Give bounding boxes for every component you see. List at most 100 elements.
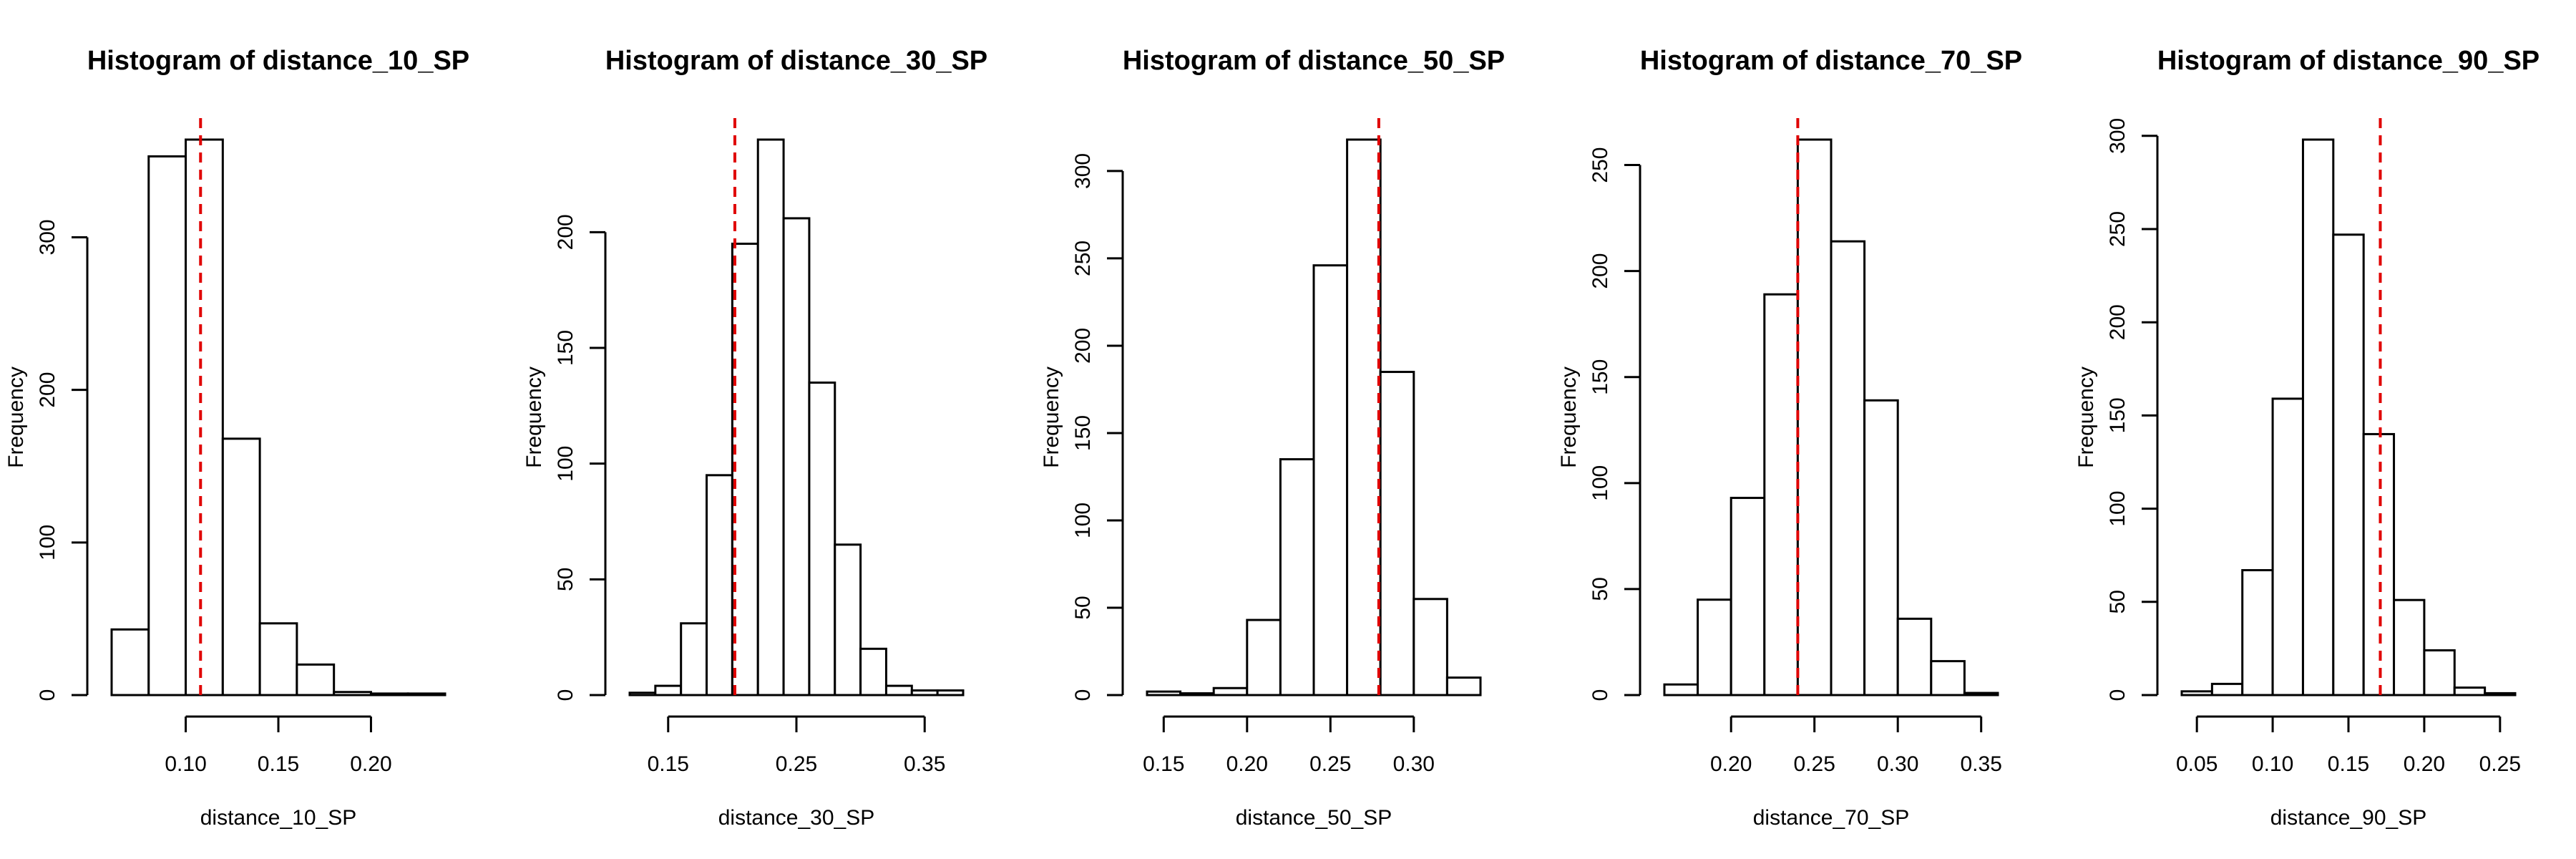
x-tick-label: 0.25 xyxy=(776,752,817,776)
histogram-bar xyxy=(147,155,187,697)
histogram-bar xyxy=(1697,598,1732,697)
histogram-bar xyxy=(369,692,409,697)
y-tick-label: 100 xyxy=(2106,491,2129,527)
histogram-bar xyxy=(1963,691,1999,697)
histogram-bar xyxy=(406,692,447,697)
x-tick-label: 0.20 xyxy=(1710,752,1752,776)
histogram-bar xyxy=(1863,399,1899,697)
histogram-bar xyxy=(1663,683,1699,697)
y-tick-label: 200 xyxy=(1589,253,1612,289)
y-tick-label: 100 xyxy=(554,446,577,482)
histogram-bar xyxy=(221,437,261,697)
x-tick-label: 0.20 xyxy=(2404,752,2445,776)
y-tick-label: 50 xyxy=(2106,590,2129,613)
x-tick-label: 0.30 xyxy=(1877,752,1918,776)
y-tick-label: 0 xyxy=(1071,689,1095,702)
y-tick-label: 100 xyxy=(1071,503,1095,538)
x-tick-label: 0.15 xyxy=(258,752,299,776)
y-tick-label: 50 xyxy=(554,568,577,591)
histogram-bar xyxy=(834,543,862,697)
histogram-bar xyxy=(1763,293,1799,697)
histogram-bar xyxy=(1896,617,1933,697)
x-tick-label: 0.20 xyxy=(1226,752,1268,776)
y-tick-label: 200 xyxy=(1071,328,1095,364)
y-tick-label: 250 xyxy=(2106,211,2129,247)
x-tick-label: 0.20 xyxy=(350,752,391,776)
histogram-bar xyxy=(628,691,657,697)
histogram-bar xyxy=(1279,458,1315,697)
y-tick-label: 200 xyxy=(2106,304,2129,340)
y-tick-label: 150 xyxy=(1071,415,1095,451)
histogram-bar xyxy=(110,628,150,697)
histogram-bar xyxy=(2241,569,2274,697)
histogram-bar xyxy=(1796,138,1833,697)
y-axis-label: Frequency xyxy=(4,367,28,468)
histogram-bar xyxy=(910,689,939,697)
histogram-bar xyxy=(1413,598,1448,697)
y-tick-label: 0 xyxy=(36,689,59,702)
histogram-bar xyxy=(706,474,733,697)
chart-title: Histogram of distance_10_SP xyxy=(87,46,469,76)
x-tick-label: 0.30 xyxy=(1393,752,1435,776)
histogram-bar xyxy=(808,382,836,697)
y-tick-label: 150 xyxy=(554,330,577,366)
y-tick-label: 0 xyxy=(554,689,577,702)
x-axis-label: distance_10_SP xyxy=(200,806,357,830)
histogram-bar xyxy=(782,217,811,697)
x-tick-label: 0.05 xyxy=(2176,752,2218,776)
histogram-bar xyxy=(2362,432,2396,697)
x-tick-label: 0.10 xyxy=(2252,752,2293,776)
histogram-panel-2: Histogram of distance_30_SP 0.15 0.25 0.35 0… xyxy=(522,46,987,830)
y-tick-label: 150 xyxy=(2106,397,2129,433)
x-tick-label: 0.25 xyxy=(1794,752,1835,776)
chart-title: Histogram of distance_30_SP xyxy=(605,46,987,76)
histogram-panel-5: Histogram of distance_90_SP 0.05 0.10 0.15 0… xyxy=(2074,46,2540,830)
histogram-bar xyxy=(2332,233,2365,697)
y-tick-label: 200 xyxy=(554,214,577,250)
y-tick-label: 300 xyxy=(36,219,59,255)
x-tick-label: 0.10 xyxy=(165,752,206,776)
histogram-bar xyxy=(1729,497,1766,697)
y-axis-label: Frequency xyxy=(522,367,546,468)
y-tick-label: 50 xyxy=(1071,596,1095,619)
x-axis-label: distance_50_SP xyxy=(1236,806,1392,830)
y-axis-label: Frequency xyxy=(1557,367,1581,468)
y-tick-label: 100 xyxy=(36,525,59,560)
histogram-bar xyxy=(756,138,785,697)
histogram-bar xyxy=(1179,692,1215,697)
histogram-bar xyxy=(2423,649,2456,697)
histogram-bar xyxy=(296,663,336,697)
y-tick-label: 0 xyxy=(2106,689,2129,702)
x-tick-label: 0.35 xyxy=(1961,752,2002,776)
x-tick-label: 0.35 xyxy=(904,752,945,776)
x-tick-label: 0.15 xyxy=(1143,752,1184,776)
histogram-bar xyxy=(1346,138,1382,697)
y-tick-label: 0 xyxy=(1589,689,1612,702)
histogram-bar xyxy=(1246,618,1282,697)
y-tick-label: 200 xyxy=(36,372,59,408)
histogram-bar xyxy=(2301,138,2335,697)
histogram-bar xyxy=(2210,682,2244,697)
histogram-bar xyxy=(258,622,298,697)
y-tick-label: 250 xyxy=(1071,241,1095,276)
histogram-bar xyxy=(2393,598,2426,697)
y-axis-label: Frequency xyxy=(2074,367,2098,468)
histogram-panel-3: Histogram of distance_50_SP 0.15 0.20 0.25 0… xyxy=(1040,46,1505,830)
x-axis-label: distance_70_SP xyxy=(1753,806,1910,830)
histogram-bar xyxy=(2484,691,2517,697)
y-tick-label: 300 xyxy=(1071,153,1095,189)
y-tick-label: 50 xyxy=(1589,577,1612,601)
chart-title: Histogram of distance_50_SP xyxy=(1123,46,1505,76)
histogram-bar xyxy=(680,622,708,697)
y-axis-label: Frequency xyxy=(1040,367,1063,468)
histogram-bar xyxy=(1146,690,1182,697)
histogram-bar xyxy=(936,689,965,697)
x-tick-label: 0.25 xyxy=(2479,752,2521,776)
y-tick-label: 250 xyxy=(1589,147,1612,183)
histogram-bar xyxy=(1830,240,1866,697)
histogram-bar xyxy=(2271,397,2304,697)
x-tick-label: 0.15 xyxy=(2328,752,2369,776)
y-tick-label: 150 xyxy=(1589,359,1612,395)
chart-title: Histogram of distance_70_SP xyxy=(1640,46,2022,76)
